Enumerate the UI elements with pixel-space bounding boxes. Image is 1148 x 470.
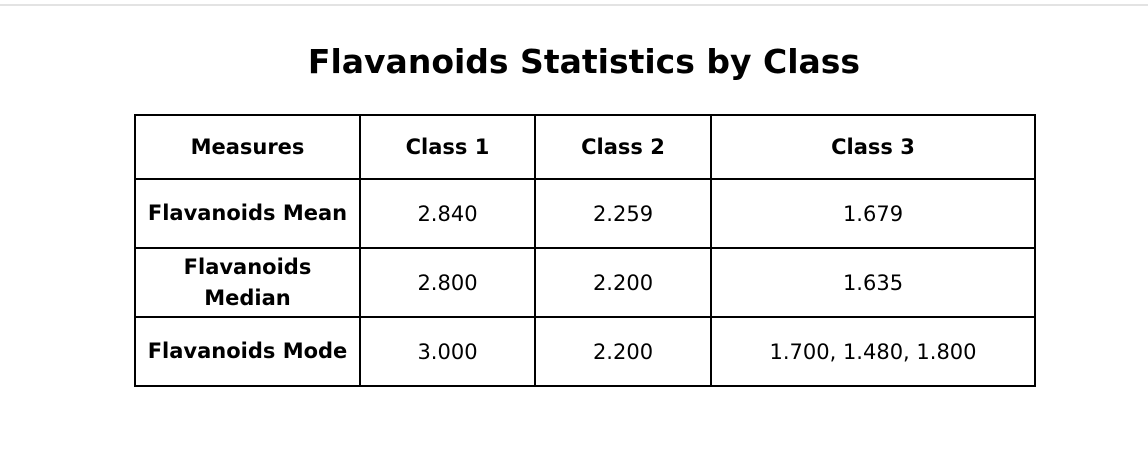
- column-header-measures: Measures: [134, 114, 361, 180]
- cell-median-class-3: 1.635: [710, 247, 1036, 318]
- cell-mode-class-2: 2.200: [534, 316, 712, 387]
- cell-median-class-2: 2.200: [534, 247, 712, 318]
- cell-mode-class-1: 3.000: [359, 316, 536, 387]
- cell-mode-class-3: 1.700, 1.480, 1.800: [710, 316, 1036, 387]
- row-label-median: Flavanoids Median: [134, 247, 361, 318]
- table-row: Flavanoids Mean 2.840 2.259 1.679: [134, 178, 1036, 249]
- row-label-mean: Flavanoids Mean: [134, 178, 361, 249]
- cell-median-class-1: 2.800: [359, 247, 536, 318]
- table-row: Flavanoids Median 2.800 2.200 1.635: [134, 247, 1036, 318]
- table-row: Flavanoids Mode 3.000 2.200 1.700, 1.480…: [134, 316, 1036, 387]
- column-header-class-3: Class 3: [710, 114, 1036, 180]
- column-header-class-1: Class 1: [359, 114, 536, 180]
- top-divider: [0, 4, 1148, 6]
- page-title: Flavanoids Statistics by Class: [307, 42, 861, 81]
- row-label-mode: Flavanoids Mode: [134, 316, 361, 387]
- table-header-row: Measures Class 1 Class 2 Class 3: [134, 114, 1036, 180]
- column-header-class-2: Class 2: [534, 114, 712, 180]
- cell-mean-class-2: 2.259: [534, 178, 712, 249]
- cell-mean-class-3: 1.679: [710, 178, 1036, 249]
- cell-mean-class-1: 2.840: [359, 178, 536, 249]
- statistics-table: Measures Class 1 Class 2 Class 3 Flavano…: [134, 114, 1036, 387]
